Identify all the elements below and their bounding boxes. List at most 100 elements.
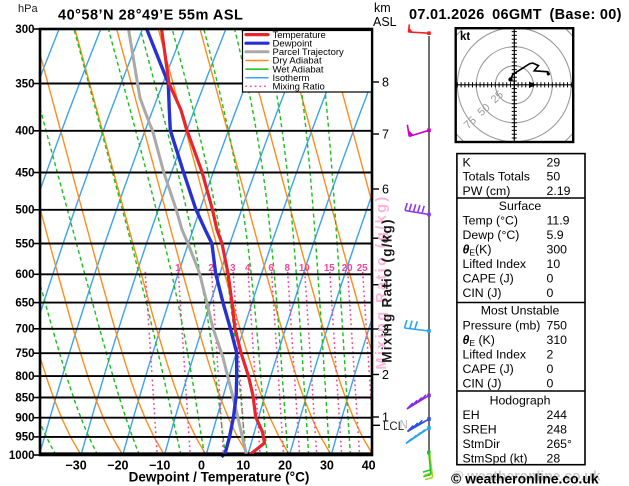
- svg-text:1: 1: [382, 411, 389, 425]
- svg-text:450: 450: [15, 167, 34, 179]
- svg-text:8: 8: [382, 76, 389, 90]
- svg-text:Dry Adiabat: Dry Adiabat: [273, 56, 322, 67]
- svg-text:hPa: hPa: [18, 3, 38, 15]
- svg-text:07.01.2026 06GMT (Base: 00): 07.01.2026 06GMT (Base: 00): [409, 7, 622, 23]
- svg-text:28: 28: [547, 451, 561, 465]
- svg-text:500: 500: [15, 205, 34, 217]
- svg-text:0: 0: [547, 286, 554, 300]
- svg-text:5: 5: [382, 232, 389, 246]
- svg-text:EH: EH: [463, 408, 480, 422]
- svg-text:CIN (J): CIN (J): [463, 286, 502, 300]
- svg-text:Pressure (mb): Pressure (mb): [463, 318, 541, 332]
- svg-text:50: 50: [547, 170, 561, 184]
- svg-text:Parcel Trajectory: Parcel Trajectory: [273, 47, 345, 58]
- svg-text:CAPE (J): CAPE (J): [463, 272, 514, 286]
- svg-text:550: 550: [15, 238, 34, 250]
- svg-text:650: 650: [15, 297, 34, 309]
- svg-text:3: 3: [230, 263, 236, 274]
- svg-text:CIN (J): CIN (J): [463, 376, 502, 390]
- svg-text:300: 300: [15, 24, 34, 36]
- svg-text:SREH: SREH: [463, 422, 497, 436]
- svg-text:LCL: LCL: [383, 421, 405, 433]
- svg-text:Lifted Index: Lifted Index: [463, 257, 527, 271]
- svg-text:θE (K): θE (K): [463, 333, 495, 348]
- svg-text:K: K: [463, 155, 472, 169]
- svg-text:N: N: [400, 420, 408, 432]
- svg-text:Wet Adiabat: Wet Adiabat: [273, 64, 324, 75]
- svg-text:Hodograph: Hodograph: [490, 394, 551, 408]
- svg-text:−20: −20: [107, 459, 128, 473]
- svg-text:ASL: ASL: [373, 15, 397, 29]
- svg-text:248: 248: [547, 422, 568, 436]
- svg-text:2.19: 2.19: [547, 184, 571, 198]
- svg-text:20: 20: [278, 459, 292, 473]
- svg-text:Surface: Surface: [499, 199, 542, 213]
- svg-text:0: 0: [198, 459, 205, 473]
- svg-text:40°58’N 28°49’E 55m ASL: 40°58’N 28°49’E 55m ASL: [58, 8, 243, 24]
- svg-text:750: 750: [15, 348, 34, 360]
- svg-text:800: 800: [15, 371, 34, 383]
- svg-text:0: 0: [547, 272, 554, 286]
- svg-text:6: 6: [268, 263, 274, 274]
- svg-text:4: 4: [382, 278, 389, 292]
- svg-text:Lifted Index: Lifted Index: [463, 347, 527, 361]
- svg-text:θE(K): θE(K): [463, 243, 492, 258]
- svg-text:−10: −10: [149, 459, 170, 473]
- svg-text:PW (cm): PW (cm): [463, 184, 511, 198]
- svg-text:750: 750: [547, 318, 568, 332]
- svg-text:Dewpoint: Dewpoint: [273, 38, 313, 49]
- svg-text:−30: −30: [65, 459, 86, 473]
- svg-text:29: 29: [547, 155, 561, 169]
- svg-text:km: km: [374, 1, 391, 15]
- svg-text:Most Unstable: Most Unstable: [481, 304, 560, 318]
- svg-text:Mixing Ratio (g/kg): Mixing Ratio (g/kg): [380, 218, 395, 363]
- svg-text:CAPE (J): CAPE (J): [463, 362, 514, 376]
- svg-text:StmDir: StmDir: [463, 437, 501, 451]
- svg-text:© weatheronline.co.uk: © weatheronline.co.uk: [451, 471, 599, 486]
- svg-text:Totals Totals: Totals Totals: [463, 170, 530, 184]
- svg-text:Mixing Ratio (g/kg): Mixing Ratio (g/kg): [374, 194, 390, 369]
- svg-text:1: 1: [175, 263, 181, 274]
- svg-text:0: 0: [547, 362, 554, 376]
- svg-text:11.9: 11.9: [547, 214, 570, 228]
- svg-text:3: 3: [382, 323, 389, 337]
- svg-text:244: 244: [547, 408, 568, 422]
- svg-text:20: 20: [342, 263, 353, 274]
- svg-text:850: 850: [15, 392, 34, 404]
- svg-text:5.9: 5.9: [547, 228, 564, 242]
- svg-text:350: 350: [15, 78, 34, 90]
- svg-text:1000: 1000: [9, 450, 35, 462]
- svg-text:kt: kt: [460, 31, 470, 43]
- svg-text:10: 10: [547, 257, 561, 271]
- svg-text:265°: 265°: [547, 437, 573, 451]
- svg-text:950: 950: [15, 432, 34, 444]
- svg-text:400: 400: [15, 126, 34, 138]
- svg-text:600: 600: [15, 269, 34, 281]
- svg-text:30: 30: [320, 459, 334, 473]
- svg-text:700: 700: [15, 324, 34, 336]
- svg-text:Temperature: Temperature: [273, 30, 326, 41]
- svg-text:6: 6: [382, 183, 389, 197]
- svg-text:4: 4: [245, 263, 251, 274]
- svg-text:8: 8: [284, 263, 290, 274]
- svg-text:StmSpd (kt): StmSpd (kt): [463, 451, 528, 465]
- svg-text:300: 300: [547, 243, 568, 257]
- svg-text:2: 2: [547, 347, 554, 361]
- svg-text:15: 15: [324, 263, 335, 274]
- svg-text:900: 900: [15, 413, 34, 425]
- svg-text:Dewp (°C): Dewp (°C): [463, 228, 520, 242]
- svg-text:310: 310: [547, 333, 568, 347]
- svg-text:Dewpoint / Temperature (°C): Dewpoint / Temperature (°C): [129, 470, 310, 485]
- svg-text:Temp (°C): Temp (°C): [463, 214, 518, 228]
- svg-text:Mixing Ratio: Mixing Ratio: [273, 82, 325, 93]
- svg-text:10: 10: [236, 459, 250, 473]
- svg-text:10: 10: [299, 263, 310, 274]
- svg-text:40: 40: [362, 459, 376, 473]
- svg-text:7: 7: [382, 128, 389, 142]
- svg-text:0: 0: [547, 376, 554, 390]
- svg-text:© weatheronline.co.uk: © weatheronline.co.uk: [453, 468, 601, 484]
- svg-text:2: 2: [382, 368, 389, 382]
- svg-text:25: 25: [357, 263, 368, 274]
- svg-text:2: 2: [208, 263, 214, 274]
- svg-text:Isotherm: Isotherm: [273, 73, 310, 84]
